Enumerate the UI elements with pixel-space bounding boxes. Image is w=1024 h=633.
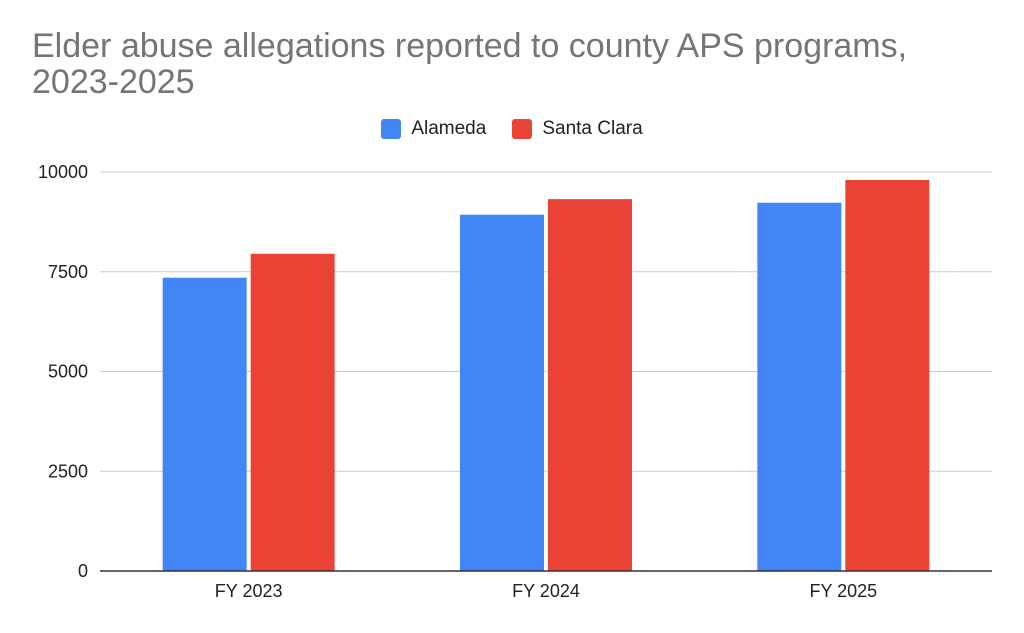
chart-title: Elder abuse allegations reported to coun… [32,27,908,101]
legend-entry-alameda[interactable]: Alameda [381,118,486,140]
bar-santa-clara[interactable] [250,253,335,572]
bar-santa-clara[interactable] [845,179,930,572]
y-tick-label: 0 [78,561,88,581]
y-tick-label: 5000 [48,362,88,382]
legend-swatch-santa-clara [512,119,533,139]
legend-entry-santa-clara[interactable]: Santa Clara [512,118,643,140]
legend-label-santa-clara: Santa Clara [542,118,643,139]
x-tick-label: FY 2025 [809,581,877,601]
x-tick-label: FY 2024 [512,581,580,601]
y-tick-label: 2500 [48,461,88,481]
bar-alameda[interactable] [460,214,544,571]
legend-label-alameda: Alameda [411,118,487,139]
x-tick-label: FY 2023 [215,581,283,601]
y-tick-label: 7500 [48,262,88,282]
y-tick-label: 10000 [38,162,88,182]
bar-santa-clara[interactable] [548,199,632,571]
bar-alameda[interactable] [757,202,842,571]
legend-swatch-alameda [381,119,402,139]
chart-legend: Alameda Santa Clara [0,118,1024,140]
bar-alameda[interactable] [162,277,247,571]
